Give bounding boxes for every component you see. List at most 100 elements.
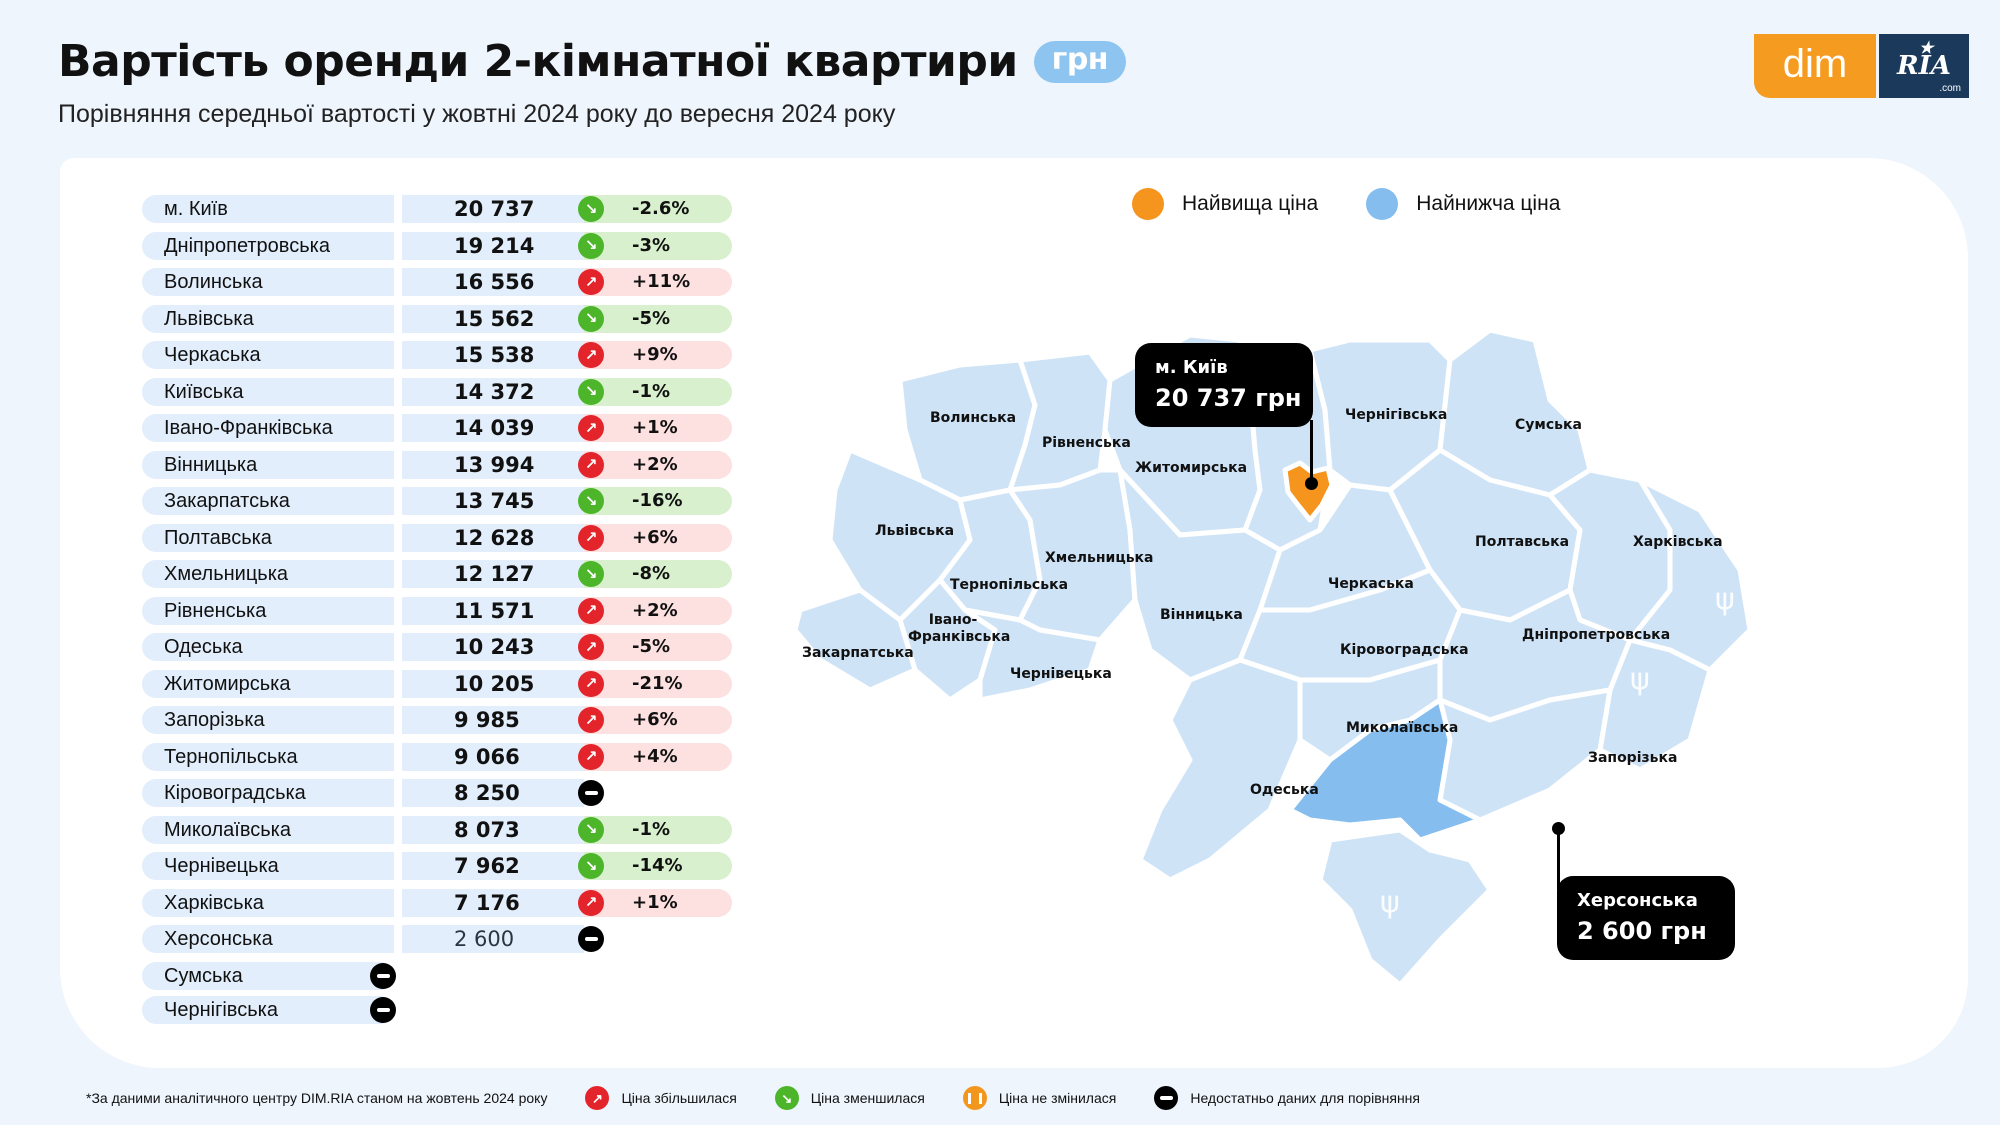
legend-price-down: ↘ Ціна зменшилася <box>774 1086 925 1110</box>
price-value: 9 985 <box>402 706 584 734</box>
table-row: Вінницька 13 994 +2% ↗ <box>142 449 732 486</box>
region-name: Кіровоградська <box>142 779 394 807</box>
label-zhytomyrska: Житомирська <box>1135 460 1248 476</box>
price-value: 9 066 <box>402 742 584 771</box>
price-change: -16% <box>584 487 732 515</box>
region-name: Вінницька <box>142 450 394 479</box>
region-odeska[interactable] <box>1137 657 1303 883</box>
price-value: 11 571 <box>402 596 584 625</box>
region-name: Одеська <box>142 633 394 661</box>
pin-line-lowest <box>1557 830 1560 890</box>
legend-lowest: Найнижча ціна <box>1366 188 1560 220</box>
price-table: м. Київ 20 737 -2.6% ↘ Дніпропетровська 19 21… <box>142 193 732 1028</box>
arrow-down-right-icon: ↘ <box>578 196 604 222</box>
region-name: Тернопільська <box>142 742 394 771</box>
price-value: 16 556 <box>402 268 584 296</box>
trident-icon-luhansk: ψ <box>1715 582 1735 617</box>
legend-highest-label: Найвища ціна <box>1182 192 1319 215</box>
region-name: Київська <box>142 377 394 406</box>
arrow-up-right-icon: ↗ <box>578 634 604 660</box>
price-value: 8 073 <box>402 815 584 844</box>
price-value: 7 176 <box>402 888 584 917</box>
arrow-down-right-icon: ↘ <box>774 1086 799 1110</box>
label-ivano-frankivska-1: Івано- <box>928 612 978 628</box>
region-name: Миколаївська <box>142 815 394 844</box>
price-value: 12 127 <box>402 560 584 588</box>
table-row: м. Київ 20 737 -2.6% ↘ <box>142 193 732 230</box>
arrow-up-right-icon: ↗ <box>578 524 604 551</box>
minus-circle-icon <box>1154 1086 1179 1110</box>
dim-ria-logo: dim ★ RIA .com <box>1754 34 1969 98</box>
region-crimea[interactable] <box>1317 827 1493 988</box>
logo-dim: dim <box>1754 34 1876 98</box>
region-name: Житомирська <box>142 669 394 698</box>
ukraine-map: Волинська Рівненська Житомирська Чернігі… <box>790 320 1920 1000</box>
label-volynska: Волинська <box>930 410 1017 426</box>
region-name: Харківська <box>142 888 394 917</box>
arrow-down-right-icon: ↘ <box>578 561 604 587</box>
region-name: Полтавська <box>142 523 394 552</box>
price-change: +9% <box>584 341 732 369</box>
label-poltavska: Полтавська <box>1475 534 1570 550</box>
label-zakarpatska: Закарпатська <box>802 645 914 661</box>
arrow-up-right-icon: ↗ <box>585 1086 610 1110</box>
price-value: 8 250 <box>402 779 584 807</box>
label-ternopilska: Тернопільська <box>950 577 1069 593</box>
price-change: +1% <box>584 888 732 917</box>
region-zaporizka[interactable] <box>1437 687 1613 823</box>
region-name: Львівська <box>142 304 394 333</box>
callout-lowest-name: Херсонська <box>1577 890 1698 911</box>
region-khmelnytska[interactable] <box>1007 467 1138 643</box>
page-title: Вартість оренди 2-кімнатної квартири грн <box>58 36 1127 87</box>
region-name: Рівненська <box>142 596 394 625</box>
currency-badge: грн <box>1033 40 1127 83</box>
table-row: Запорізька 9 985 +6% ↗ <box>142 704 732 741</box>
trident-icon-crimea: ψ <box>1380 885 1400 920</box>
region-kyiv-city[interactable] <box>1282 460 1335 523</box>
label-zaporizka: Запорізька <box>1588 750 1678 766</box>
arrow-up-right-icon: ↗ <box>578 269 604 295</box>
region-name: Хмельницька <box>142 560 394 588</box>
label-mykolaivska: Миколаївська <box>1346 720 1459 736</box>
table-row: Київська 14 372 -1% ↘ <box>142 376 732 413</box>
table-row-no-data: Сумська <box>142 960 732 994</box>
legend-no-data: Недостатньо даних для порівняння <box>1154 1086 1420 1110</box>
region-name: Черкаська <box>142 341 394 369</box>
callout-lowest: Херсонська 2 600 грн <box>1557 876 1735 960</box>
arrow-up-right-icon: ↗ <box>578 670 604 697</box>
legend-price-up: ↗ Ціна збільшилася <box>585 1086 737 1110</box>
table-row-no-data: Чернігівська <box>142 994 732 1028</box>
table-row: Харківська 7 176 +1% ↗ <box>142 887 732 924</box>
table-row: Одеська 10 243 -5% ↗ <box>142 631 732 668</box>
price-value: 10 243 <box>402 633 584 661</box>
price-value: 10 205 <box>402 669 584 698</box>
arrow-up-right-icon: ↗ <box>578 597 604 624</box>
blue-dot-icon <box>1366 188 1399 220</box>
table-row: Кіровоградська 8 250 <box>142 777 732 814</box>
arrow-down-right-icon: ↘ <box>578 232 604 259</box>
region-khersonska[interactable] <box>1287 697 1483 843</box>
region-name: Сумська <box>142 961 394 990</box>
region-name: Дніпропетровська <box>142 231 394 260</box>
callout-highest-value: 20 737 грн <box>1155 384 1302 412</box>
price-change: -5% <box>584 633 732 661</box>
pin-dot-lowest <box>1552 822 1565 835</box>
table-row: Житомирська 10 205 -21% ↗ <box>142 668 732 705</box>
price-value: 13 745 <box>402 487 584 515</box>
price-value: 7 962 <box>402 852 584 880</box>
region-name: Закарпатська <box>142 487 394 515</box>
price-value: 14 039 <box>402 414 584 442</box>
page-subtitle: Порівняння середньої вартості у жовтні 2… <box>58 100 896 128</box>
region-zakarpatska[interactable] <box>792 587 918 693</box>
price-change: +4% <box>584 742 732 771</box>
legend-highest: Найвища ціна <box>1132 188 1318 220</box>
region-name: Чернівецька <box>142 852 394 880</box>
pause-icon <box>962 1086 987 1110</box>
arrow-up-right-icon: ↗ <box>578 451 604 478</box>
logo-ria-text: RIA <box>1897 51 1951 81</box>
price-change: -3% <box>584 231 732 260</box>
table-row: Херсонська 2 600 <box>142 923 732 960</box>
price-value: 14 372 <box>402 377 584 406</box>
table-row: Закарпатська 13 745 -16% ↘ <box>142 485 732 522</box>
region-chernivetska[interactable] <box>962 607 1103 703</box>
